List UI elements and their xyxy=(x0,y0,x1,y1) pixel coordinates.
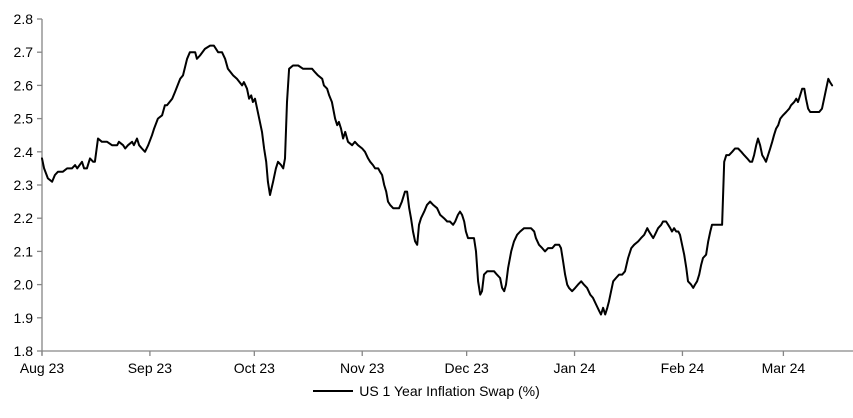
y-tick-label: 2.3 xyxy=(14,177,34,193)
legend-label: US 1 Year Inflation Swap (%) xyxy=(359,383,540,399)
y-tick-label: 2.1 xyxy=(14,243,34,259)
x-tick-label: Jan 24 xyxy=(554,360,596,376)
y-tick-label: 2.4 xyxy=(14,144,34,160)
chart-legend: US 1 Year Inflation Swap (%) xyxy=(0,381,853,401)
y-tick-label: 2.8 xyxy=(14,11,34,27)
series-line xyxy=(41,44,834,316)
y-tick-label: 2.6 xyxy=(14,77,34,93)
x-tick-label: Nov 23 xyxy=(340,360,385,376)
x-tick-label: Oct 23 xyxy=(234,360,275,376)
x-tick-label: Sep 23 xyxy=(128,360,173,376)
x-tick-label: Dec 23 xyxy=(444,360,489,376)
legend-line-sample xyxy=(313,390,354,392)
y-tick-label: 1.8 xyxy=(14,343,34,359)
y-tick-label: 2.0 xyxy=(14,277,34,293)
y-tick-label: 1.9 xyxy=(14,310,34,326)
y-tick-label: 2.7 xyxy=(14,44,34,60)
x-tick-label: Feb 24 xyxy=(661,360,705,376)
y-tick-label: 2.5 xyxy=(14,111,34,127)
y-tick-label: 2.2 xyxy=(14,210,34,226)
x-tick-label: Mar 24 xyxy=(762,360,806,376)
x-tick-label: Aug 23 xyxy=(20,360,65,376)
